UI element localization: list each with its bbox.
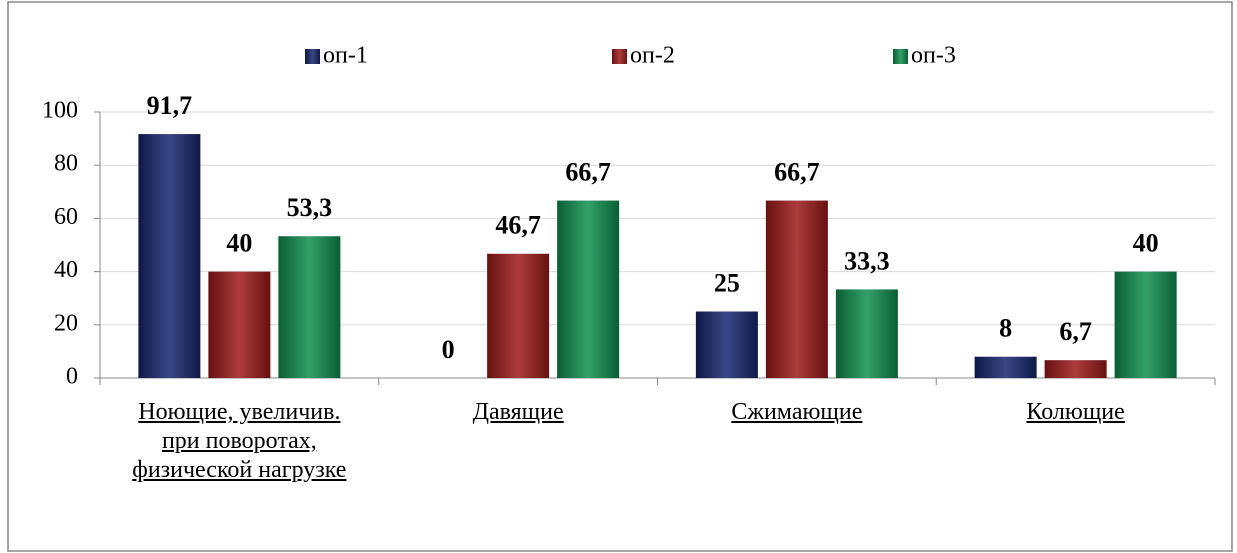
value-label: 40 [226,229,252,258]
value-label: 0 [442,335,455,364]
value-label: 66,7 [774,158,820,187]
legend-swatch [612,49,627,64]
legend-swatch [305,49,320,64]
x-tick-label: Ноющие, увеличив. при поворотах, физичес… [132,399,347,483]
value-label: 53,3 [287,193,333,222]
bar [695,311,758,378]
value-label: 46,7 [495,211,541,240]
bar [974,356,1037,378]
legend-label: оп-2 [630,43,675,69]
x-tick-label: Колющие [1026,399,1125,425]
value-label: 8 [999,314,1012,343]
bar [278,236,341,378]
value-label: 66,7 [565,158,611,187]
bar [765,200,828,378]
y-tick-label: 20 [54,310,78,336]
value-label: 40 [1133,229,1159,258]
bar [1114,271,1177,378]
bar [208,271,271,378]
value-label: 33,3 [844,246,890,275]
bar [557,200,620,378]
y-tick-label: 60 [54,204,78,230]
value-label: 25 [714,268,740,297]
x-tick-label: Сжимающие [731,399,863,425]
frame [7,1,1233,552]
value-label: 91,7 [147,91,193,120]
bar [138,134,201,378]
bar [835,289,898,378]
legend-label: оп-3 [911,43,956,69]
y-tick-label: 80 [54,151,78,177]
x-tick-label: Давящие [472,399,564,425]
legend-swatch [893,49,908,64]
bar [1044,360,1107,378]
bar [487,253,550,378]
y-tick-label: 100 [42,98,78,124]
value-label: 6,7 [1059,317,1092,346]
y-tick-label: 0 [66,364,78,390]
y-tick-label: 40 [54,257,78,283]
legend-label: оп-1 [323,43,368,69]
